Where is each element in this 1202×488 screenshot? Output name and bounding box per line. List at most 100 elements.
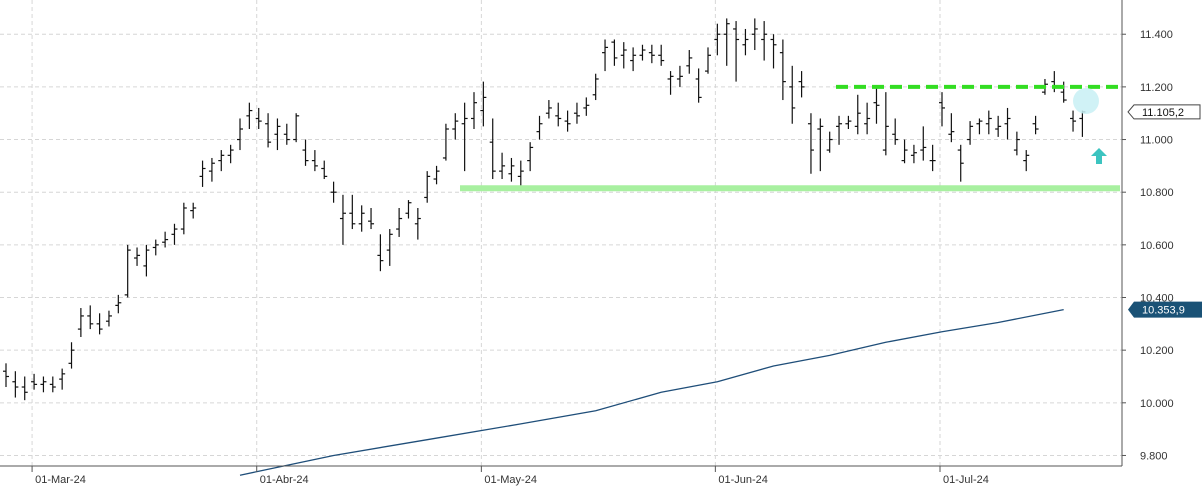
ohlc-bar xyxy=(330,181,337,203)
ohlc-bar xyxy=(424,171,431,203)
ohlc-bar xyxy=(995,115,1002,137)
ohlc-bar xyxy=(461,102,468,172)
ohlc-bar xyxy=(180,202,187,235)
ohlc-bar xyxy=(686,50,693,74)
ohlc-bar xyxy=(208,157,215,182)
ohlc-bar xyxy=(339,194,346,245)
ohlc-bar xyxy=(527,142,534,172)
ohlc-bar xyxy=(864,102,871,135)
ohlc-bar xyxy=(255,107,262,130)
y-tick-label: 11.200 xyxy=(1140,82,1173,94)
ohlc-bar xyxy=(957,144,964,182)
ohlc-bar xyxy=(751,18,758,51)
ohlc-bar xyxy=(115,294,122,314)
ohlc-bar xyxy=(452,113,459,140)
ohlc-bar xyxy=(807,113,814,174)
ohlc-bar xyxy=(368,207,375,230)
ohlc-bar xyxy=(377,234,384,272)
ohlc-bar xyxy=(845,115,852,130)
ohlc-bar xyxy=(929,144,936,172)
ohlc-bar xyxy=(265,113,272,148)
ohlc-bar xyxy=(854,94,861,135)
ohlc-bar xyxy=(1051,71,1058,93)
ohlc-bar xyxy=(695,68,702,103)
ohlc-bar xyxy=(648,44,655,64)
ohlc-bar xyxy=(639,44,646,61)
ohlc-bar xyxy=(480,81,487,127)
ohlc-bar xyxy=(602,39,609,72)
y-tick-label: 10.600 xyxy=(1140,240,1174,252)
ohlc-bar xyxy=(779,39,786,101)
ohlc-bar xyxy=(592,73,599,101)
ohlc-bar xyxy=(939,92,945,127)
moving-average-badge xyxy=(1128,301,1202,318)
ohlc-bar xyxy=(77,308,84,337)
ohlc-bar xyxy=(68,342,75,369)
x-tick-label: 01-Abr-24 xyxy=(260,474,309,486)
ohlc-bars xyxy=(3,18,1086,401)
ohlc-bar xyxy=(873,86,880,124)
x-tick-label: 01-Jul-24 xyxy=(943,474,989,486)
y-tick-label: 10.200 xyxy=(1140,345,1174,357)
ohlc-bar xyxy=(910,144,917,164)
ohlc-bar xyxy=(227,144,234,164)
ohlc-bar xyxy=(162,231,169,248)
ohlc-bar xyxy=(723,18,730,66)
ohlc-bar xyxy=(892,118,899,145)
ohlc-bar xyxy=(517,160,524,190)
y-tick-label: 9.800 xyxy=(1140,450,1168,462)
ohlc-bar xyxy=(545,100,552,119)
ohlc-bar xyxy=(124,244,131,298)
ohlc-bar xyxy=(171,223,178,245)
ohlc-bar xyxy=(620,42,627,69)
ohlc-bar xyxy=(611,39,618,66)
ohlc-bar xyxy=(87,305,94,330)
ohlc-bar xyxy=(49,376,56,393)
ohlc-bar xyxy=(499,152,506,180)
ohlc-bar xyxy=(59,368,66,390)
ohlc-bar xyxy=(1023,150,1030,172)
ohlc-bar xyxy=(311,150,318,172)
ohlc-bar xyxy=(630,47,637,72)
ohlc-bar xyxy=(836,115,843,145)
ohlc-bar xyxy=(293,113,300,143)
ohlc-bar xyxy=(676,65,683,87)
ohlc-bar xyxy=(667,71,674,95)
ohlc-bar xyxy=(349,194,356,230)
ohlc-bar xyxy=(1013,131,1020,156)
ohlc-bar xyxy=(96,313,103,335)
ohlc-bar xyxy=(218,150,225,172)
ohlc-bar xyxy=(555,102,562,127)
ohlc-bar xyxy=(471,92,477,130)
ohlc-bar xyxy=(386,229,393,266)
ohlc-bar xyxy=(742,28,749,56)
ohlc-bar xyxy=(358,205,365,232)
ohlc-bar xyxy=(21,376,28,401)
ohlc-bar xyxy=(1004,107,1011,140)
ohlc-bar xyxy=(948,113,955,143)
ohlc-bar xyxy=(1032,115,1039,135)
ohlc-bar xyxy=(489,118,496,180)
ohlc-bar xyxy=(321,160,328,180)
ohlc-bar xyxy=(658,44,665,66)
ohlc-bar xyxy=(190,202,197,219)
x-tick-label: 01-Mar-24 xyxy=(35,474,86,486)
ohlc-bar xyxy=(976,118,983,135)
ohlc-bar xyxy=(396,207,403,237)
ohlc-bar xyxy=(826,131,833,153)
last-price-label: 11.105,2 xyxy=(1142,107,1184,119)
ohlc-bar xyxy=(714,23,721,56)
ohlc-bar xyxy=(40,376,47,393)
ohlc-bar xyxy=(705,47,711,74)
ohlc-bar xyxy=(817,118,824,172)
ohlc-bar xyxy=(985,110,992,135)
ohlc-bar xyxy=(414,207,421,240)
y-tick-label: 11.000 xyxy=(1140,135,1173,147)
ohlc-bar xyxy=(583,97,590,116)
ohlc-bar xyxy=(143,244,150,277)
y-tick-label: 10.400 xyxy=(1140,293,1174,305)
moving-average-line xyxy=(239,308,1064,476)
last-price-badge xyxy=(1127,104,1201,120)
